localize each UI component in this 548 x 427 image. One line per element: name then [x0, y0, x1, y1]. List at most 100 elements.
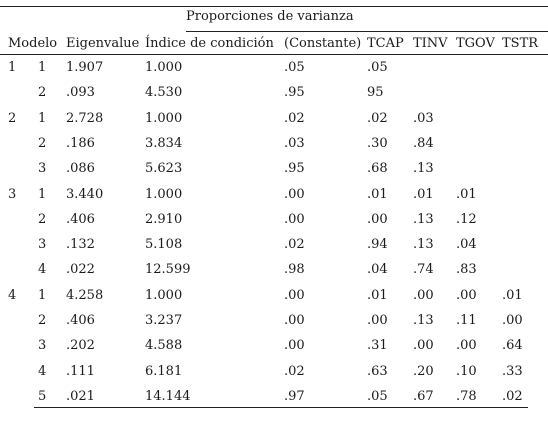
tstr-cell: .01 — [502, 288, 523, 303]
tinv-cell: .13 — [413, 161, 434, 176]
constante-cell: .00 — [284, 338, 305, 353]
eigenvalue-cell: .202 — [66, 338, 95, 353]
tinv-cell: .13 — [413, 212, 434, 227]
tinv-cell: .03 — [413, 111, 434, 126]
eigenvalue-cell: .022 — [66, 262, 95, 277]
eigenvalue-cell: .406 — [66, 212, 95, 227]
tcap-cell: 95 — [367, 85, 384, 100]
condition-index-cell: 4.530 — [145, 85, 183, 100]
condition-index-cell: 1.000 — [145, 111, 183, 126]
constante-cell: .02 — [284, 364, 305, 379]
header-condition-index: Índice de condición — [145, 36, 274, 51]
tinv-cell: .01 — [413, 187, 434, 202]
condition-index-cell: 1.000 — [145, 60, 183, 75]
dimension-cell: 4 — [38, 364, 47, 379]
tstr-cell: .00 — [502, 313, 523, 328]
tstr-cell: .02 — [502, 389, 523, 404]
header-tinv: TINV — [413, 36, 448, 51]
table-bottom-rule — [34, 407, 528, 408]
super-header-rule — [186, 31, 548, 32]
dimension-cell: 2 — [38, 85, 47, 100]
tgov-cell: .10 — [456, 364, 477, 379]
tcap-cell: .01 — [367, 288, 388, 303]
tcap-cell: .94 — [367, 237, 388, 252]
condition-index-cell: 3.834 — [145, 136, 183, 151]
header-constante: (Constante) — [284, 36, 362, 51]
constante-cell: .98 — [284, 262, 305, 277]
condition-index-cell: 4.588 — [145, 338, 183, 353]
eigenvalue-cell: .086 — [66, 161, 95, 176]
eigenvalue-cell: .406 — [66, 313, 95, 328]
tgov-cell: .83 — [456, 262, 477, 277]
table-top-rule — [0, 6, 548, 7]
constante-cell: .00 — [284, 288, 305, 303]
tinv-cell: .84 — [413, 136, 434, 151]
eigenvalue-cell: 3.440 — [66, 187, 104, 202]
tcap-cell: .31 — [367, 338, 388, 353]
header-eigenvalue: Eigenvalue — [66, 36, 140, 51]
constante-cell: .00 — [284, 313, 305, 328]
tcap-cell: .00 — [367, 313, 388, 328]
dimension-cell: 2 — [38, 136, 47, 151]
constante-cell: .00 — [284, 187, 305, 202]
tinv-cell: .13 — [413, 313, 434, 328]
tcap-cell: .68 — [367, 161, 388, 176]
model-cell: 1 — [8, 60, 17, 75]
header-modelo: Modelo — [8, 36, 58, 51]
eigenvalue-cell: .186 — [66, 136, 95, 151]
constante-cell: .02 — [284, 111, 305, 126]
constante-cell: .95 — [284, 85, 305, 100]
eigenvalue-cell: .132 — [66, 237, 95, 252]
constante-cell: .03 — [284, 136, 305, 151]
condition-index-cell: 2.910 — [145, 212, 183, 227]
tcap-cell: .00 — [367, 212, 388, 227]
condition-index-cell: 12.599 — [145, 262, 191, 277]
tinv-cell: .00 — [413, 288, 434, 303]
constante-cell: .00 — [284, 212, 305, 227]
eigenvalue-cell: 1.907 — [66, 60, 104, 75]
dimension-cell: 1 — [38, 60, 47, 75]
constante-cell: .97 — [284, 389, 305, 404]
tgov-cell: .78 — [456, 389, 477, 404]
constante-cell: .05 — [284, 60, 305, 75]
dimension-cell: 3 — [38, 338, 47, 353]
tcap-cell: .30 — [367, 136, 388, 151]
variance-proportions-header: Proporciones de varianza — [186, 9, 354, 24]
model-cell: 2 — [8, 111, 17, 126]
dimension-cell: 2 — [38, 313, 47, 328]
dimension-cell: 1 — [38, 187, 47, 202]
model-cell: 4 — [8, 288, 17, 303]
dimension-cell: 1 — [38, 111, 47, 126]
tgov-cell: .12 — [456, 212, 477, 227]
tinv-cell: .20 — [413, 364, 434, 379]
dimension-cell: 1 — [38, 288, 47, 303]
eigenvalue-cell: 2.728 — [66, 111, 104, 126]
tcap-cell: .04 — [367, 262, 388, 277]
tgov-cell: .00 — [456, 338, 477, 353]
tinv-cell: .00 — [413, 338, 434, 353]
tinv-cell: .13 — [413, 237, 434, 252]
eigenvalue-cell: .021 — [66, 389, 95, 404]
dimension-cell: 5 — [38, 389, 47, 404]
condition-index-cell: 1.000 — [145, 187, 183, 202]
condition-index-cell: 3.237 — [145, 313, 183, 328]
eigenvalue-cell: 4.258 — [66, 288, 104, 303]
eigenvalue-cell: .111 — [66, 364, 95, 379]
tcap-cell: .63 — [367, 364, 388, 379]
tgov-cell: .04 — [456, 237, 477, 252]
tstr-cell: .33 — [502, 364, 523, 379]
dimension-cell: 3 — [38, 237, 47, 252]
tinv-cell: .67 — [413, 389, 434, 404]
condition-index-cell: 5.623 — [145, 161, 183, 176]
header-tstr: TSTR — [502, 36, 539, 51]
tstr-cell: .64 — [502, 338, 523, 353]
tgov-cell: .11 — [456, 313, 477, 328]
tcap-cell: .01 — [367, 187, 388, 202]
condition-index-cell: 6.181 — [145, 364, 183, 379]
condition-index-cell: 5.108 — [145, 237, 183, 252]
tgov-cell: .00 — [456, 288, 477, 303]
dimension-cell: 2 — [38, 212, 47, 227]
tcap-cell: .02 — [367, 111, 388, 126]
header-tcap: TCAP — [367, 36, 404, 51]
